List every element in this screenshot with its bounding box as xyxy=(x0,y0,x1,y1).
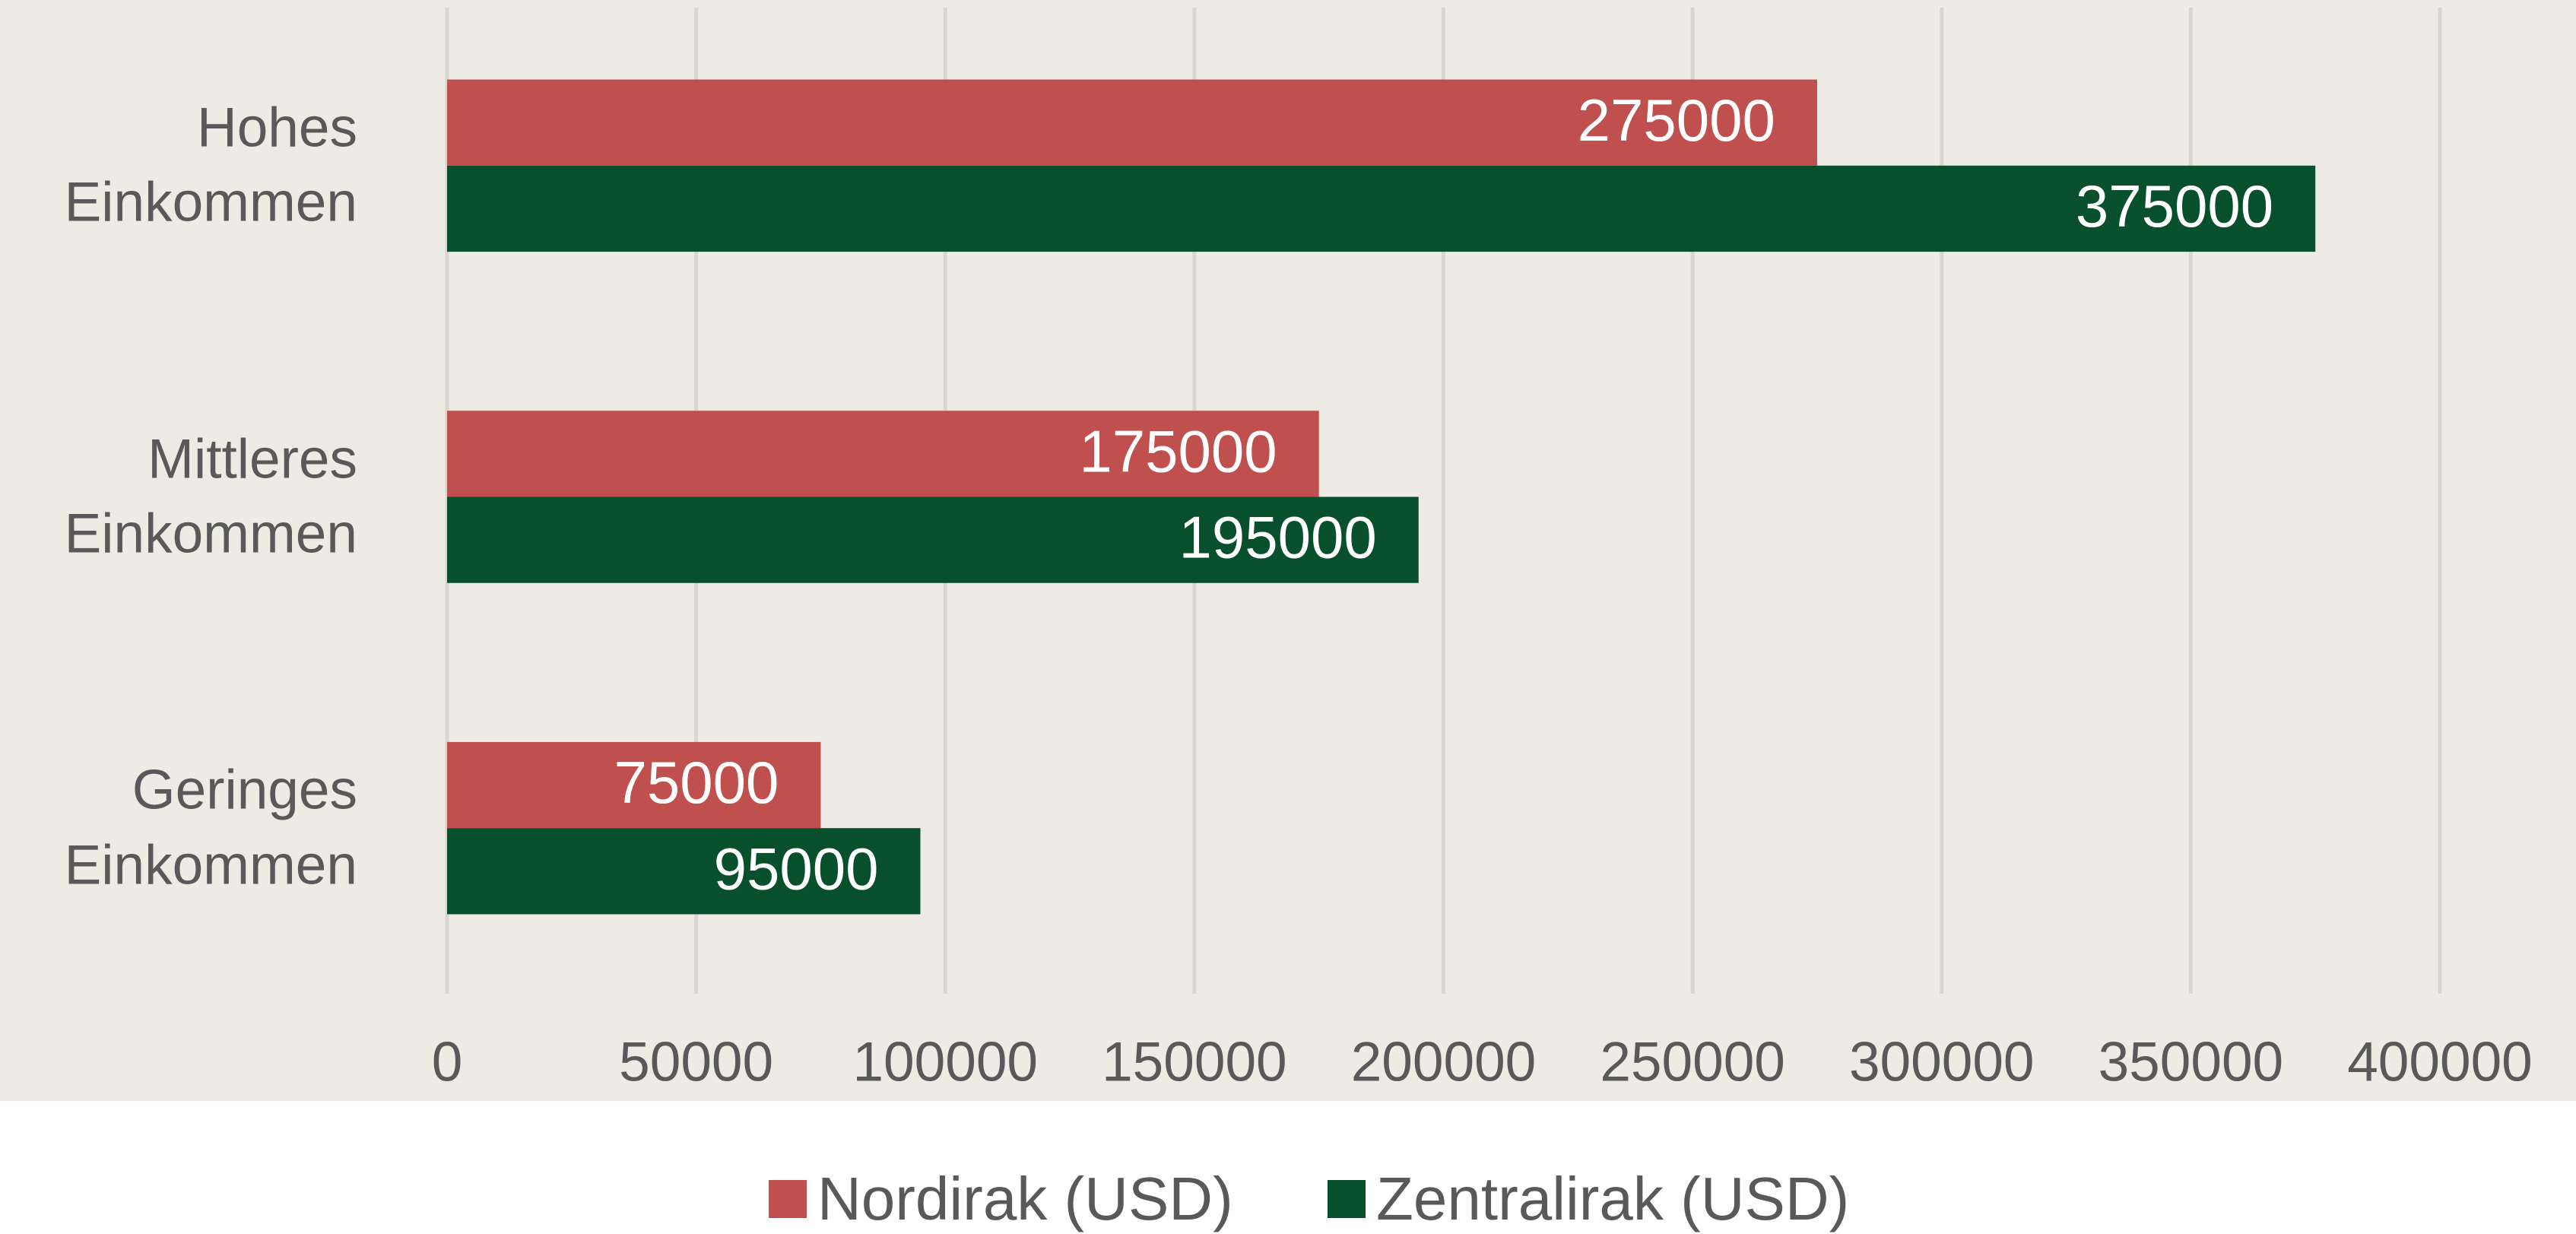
bar xyxy=(447,79,1817,166)
bar xyxy=(447,165,2316,252)
value-label: 75000 xyxy=(614,749,779,816)
x-tick-label: 350000 xyxy=(2099,1031,2284,1093)
category-label: Geringes Einkommen xyxy=(64,759,357,896)
x-tick-label: 400000 xyxy=(2347,1031,2533,1093)
value-label: 95000 xyxy=(714,835,879,902)
bar xyxy=(447,741,821,829)
legend-swatch xyxy=(769,1180,807,1218)
legend-item: Nordirak (USD) xyxy=(769,1165,1233,1232)
bar xyxy=(447,496,1419,583)
x-tick-label: 0 xyxy=(432,1031,463,1093)
x-tick-label: 50000 xyxy=(619,1031,773,1093)
x-tick-label: 250000 xyxy=(1600,1031,1785,1093)
x-tick-label: 150000 xyxy=(1102,1031,1287,1093)
legend-swatch xyxy=(1328,1180,1366,1218)
value-label: 175000 xyxy=(1079,417,1277,484)
x-tick-label: 300000 xyxy=(1849,1031,2035,1093)
legend-label: Zentralirak (USD) xyxy=(1376,1165,1850,1232)
value-label: 195000 xyxy=(1179,504,1376,571)
category-label: Mittleres Einkommen xyxy=(64,427,357,565)
bar xyxy=(447,828,921,915)
x-tick-label: 100000 xyxy=(852,1031,1038,1093)
category-label: Hohes Einkommen xyxy=(64,97,357,233)
value-label: 275000 xyxy=(1578,87,1775,154)
bar xyxy=(447,411,1319,497)
legend-item: Zentralirak (USD) xyxy=(1328,1165,1850,1232)
x-tick-label: 200000 xyxy=(1351,1031,1537,1093)
value-label: 375000 xyxy=(2076,173,2273,240)
legend-label: Nordirak (USD) xyxy=(817,1165,1233,1232)
